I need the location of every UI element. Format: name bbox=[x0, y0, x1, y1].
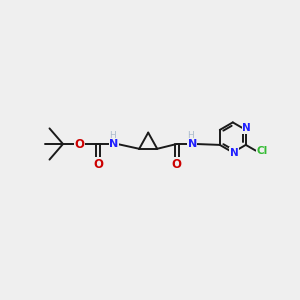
Text: N: N bbox=[188, 139, 197, 149]
Text: N: N bbox=[109, 139, 118, 149]
Text: N: N bbox=[230, 148, 239, 158]
Text: N: N bbox=[242, 123, 251, 134]
Text: H: H bbox=[188, 131, 194, 140]
Text: O: O bbox=[172, 158, 182, 171]
Text: O: O bbox=[74, 137, 85, 151]
Text: H: H bbox=[109, 131, 116, 140]
Text: Cl: Cl bbox=[256, 146, 268, 156]
Text: O: O bbox=[93, 158, 103, 171]
